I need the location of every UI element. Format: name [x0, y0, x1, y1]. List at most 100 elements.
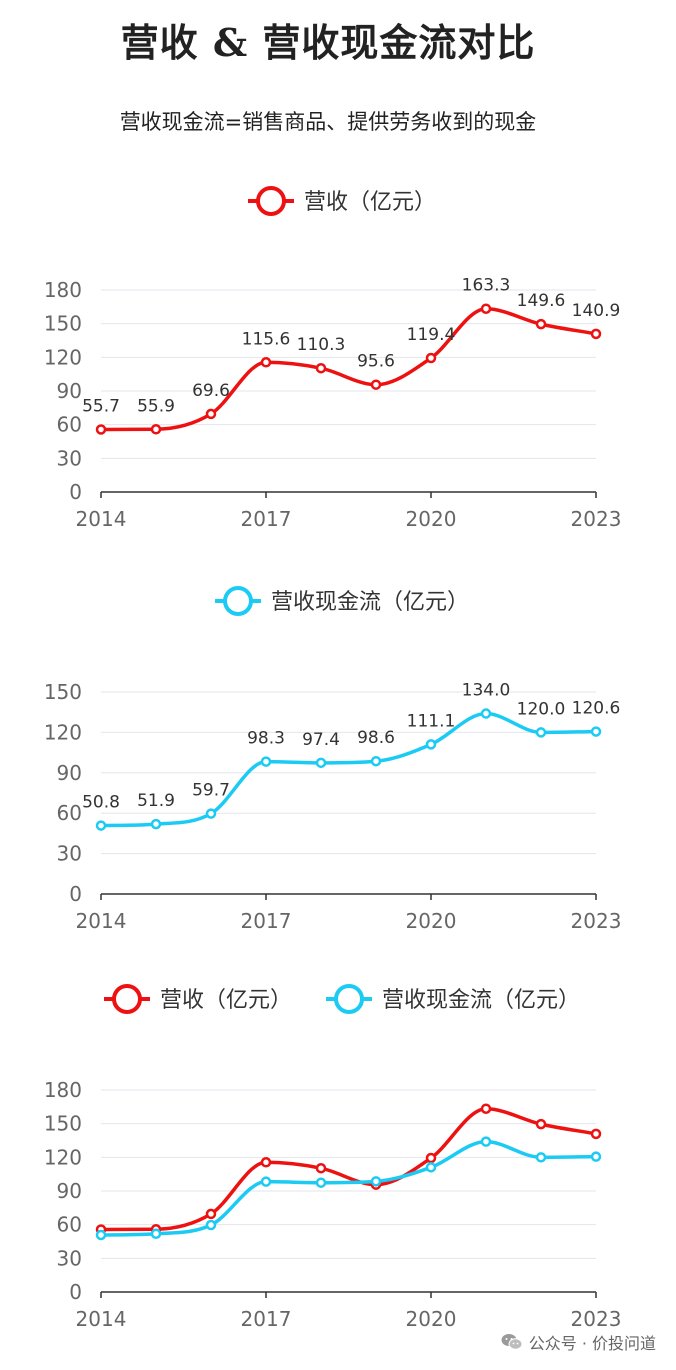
series	[95, 1136, 602, 1241]
legend-label: 营收现金流（亿元）	[271, 590, 469, 615]
data-point	[480, 1136, 492, 1147]
y-tick-label: 180	[44, 1078, 82, 1102]
watermark-text: 公众号 · 价投问道	[528, 1334, 656, 1353]
y-tick-label: 30	[57, 446, 82, 470]
data-label: 149.6	[517, 291, 566, 311]
legend-item: 营收现金流（亿元）	[326, 984, 580, 1014]
data-point	[590, 726, 602, 737]
y-tick-label: 0	[69, 480, 82, 504]
data-label: 97.4	[302, 730, 340, 750]
x-axis: 2014 2017 2020 2023	[76, 1291, 622, 1331]
x-tick-label: 2017	[241, 507, 292, 531]
data-point	[260, 1176, 272, 1187]
legend-marker-icon	[112, 984, 142, 1014]
data-label: 110.3	[297, 335, 346, 355]
legend: 营收（亿元）	[248, 186, 436, 216]
x-tick-label: 2014	[76, 1307, 127, 1331]
data-point	[370, 755, 382, 767]
legend-label: 营收（亿元）	[160, 988, 292, 1013]
data-point	[205, 808, 217, 819]
data-label: 50.8	[82, 793, 120, 813]
data-point	[425, 1152, 437, 1164]
data-label: 134.0	[462, 681, 511, 701]
x-tick-label: 2020	[406, 909, 457, 933]
x-tick-label: 2023	[571, 909, 622, 933]
x-tick-label: 2017	[241, 909, 292, 933]
data-label: 115.6	[242, 329, 291, 349]
data-point	[205, 1208, 217, 1220]
legend-marker-icon	[223, 586, 253, 616]
data-point	[95, 424, 107, 435]
data-point	[260, 357, 272, 368]
data-point	[535, 1152, 547, 1163]
y-tick-label: 60	[57, 413, 82, 437]
data-point	[260, 1157, 272, 1168]
y-tick-label: 150	[44, 1112, 82, 1136]
legend-label: 营收现金流（亿元）	[382, 988, 580, 1013]
y-tick-label: 120	[44, 720, 82, 744]
series: 50.8 51.9 59.7 98.3 97.4 98.6 111.1 134.0 120.0 1…	[82, 681, 621, 831]
x-tick-label: 2020	[406, 507, 457, 531]
y-tick-label: 90	[57, 1179, 82, 1203]
data-point	[535, 318, 547, 330]
data-label: 111.1	[407, 711, 456, 731]
data-point	[205, 408, 217, 420]
y-tick-label: 120	[44, 1145, 82, 1169]
x-tick-label: 2017	[241, 1307, 292, 1331]
data-point	[150, 1228, 162, 1240]
data-point	[425, 739, 437, 750]
legend: 营收（亿元） 营收现金流（亿元）	[104, 984, 580, 1014]
y-tick-label: 30	[57, 842, 82, 866]
data-point	[425, 1162, 437, 1173]
data-point	[480, 303, 492, 314]
data-label: 98.3	[247, 729, 285, 749]
data-point	[315, 1177, 327, 1188]
data-point	[315, 1162, 327, 1174]
wechat-icon	[501, 1334, 523, 1350]
series-line	[100, 1139, 597, 1237]
data-point	[480, 708, 492, 719]
data-point	[205, 1219, 217, 1231]
y-axis: 0 30 60 90 120 150 180	[44, 1078, 596, 1304]
y-tick-label: 120	[44, 345, 82, 369]
data-label: 98.6	[357, 728, 395, 748]
x-tick-label: 2020	[406, 1307, 457, 1331]
data-point	[260, 756, 272, 767]
data-point	[590, 328, 602, 340]
data-point	[480, 1103, 492, 1114]
data-label: 55.9	[137, 396, 175, 416]
data-point	[370, 379, 382, 390]
series-line	[100, 1106, 597, 1232]
chart-subtitle: 营收现金流=销售商品、提供劳务收到的现金	[119, 110, 537, 134]
series	[95, 1103, 602, 1235]
x-tick-label: 2023	[571, 1307, 622, 1331]
data-point	[590, 1128, 602, 1140]
data-point	[315, 757, 327, 769]
data-label: 140.9	[572, 301, 621, 321]
data-label: 120.0	[517, 699, 566, 719]
watermark: 公众号 · 价投问道	[501, 1330, 656, 1354]
data-point	[150, 424, 162, 435]
data-point	[95, 1229, 107, 1241]
x-axis: 2014 2017 2020 2023	[76, 491, 622, 531]
data-label: 69.6	[192, 381, 230, 401]
legend-item: 营收（亿元）	[104, 984, 292, 1014]
data-point	[535, 1118, 547, 1130]
y-tick-label: 180	[44, 278, 82, 302]
data-label: 59.7	[192, 781, 230, 801]
data-label: 163.3	[462, 276, 511, 296]
y-axis: 0 30 60 90 120 150 180	[44, 278, 596, 504]
data-label: 120.6	[572, 699, 621, 719]
x-tick-label: 2023	[571, 507, 622, 531]
series: 55.7 55.9 69.6 115.6 110.3 95.6 119.4 163.3 149.…	[82, 276, 621, 435]
y-tick-label: 90	[57, 379, 82, 403]
chart-title: 营收 & 营收现金流对比	[120, 20, 536, 65]
data-point	[150, 818, 162, 830]
y-tick-label: 60	[57, 801, 82, 825]
data-label: 119.4	[407, 325, 456, 345]
y-tick-label: 60	[57, 1213, 82, 1237]
y-tick-label: 30	[57, 1246, 82, 1270]
legend-item: 营收（亿元）	[248, 186, 436, 216]
legend-marker-icon	[334, 984, 364, 1014]
